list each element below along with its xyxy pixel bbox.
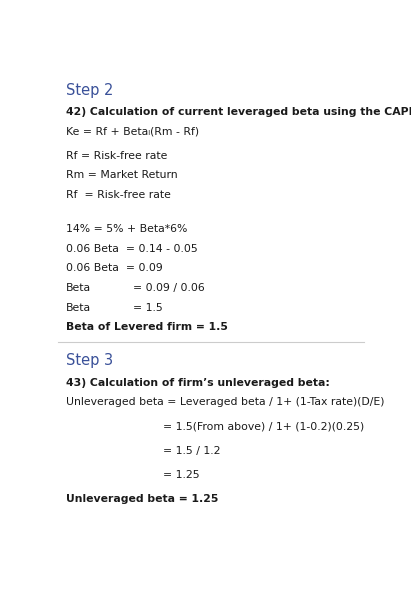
Text: = 0.09 / 0.06: = 0.09 / 0.06 [133, 283, 204, 293]
Text: Beta: Beta [66, 302, 91, 313]
Text: = 1.25: = 1.25 [163, 470, 199, 480]
Text: Rf = Risk-free rate: Rf = Risk-free rate [66, 151, 167, 161]
Text: 0.06 Beta  = 0.09: 0.06 Beta = 0.09 [66, 263, 162, 273]
Text: = 1.5: = 1.5 [133, 302, 162, 313]
Text: Step 3: Step 3 [66, 353, 113, 368]
Text: Rm = Market Return: Rm = Market Return [66, 170, 177, 180]
Text: = 1.5 / 1.2: = 1.5 / 1.2 [163, 445, 220, 455]
Text: 0.06 Beta  = 0.14 - 0.05: 0.06 Beta = 0.14 - 0.05 [66, 244, 197, 254]
Text: Unleveraged beta = 1.25: Unleveraged beta = 1.25 [66, 494, 218, 504]
Text: 43) Calculation of firm’s unleveraged beta:: 43) Calculation of firm’s unleveraged be… [66, 378, 330, 388]
Text: Rf  = Risk-free rate: Rf = Risk-free rate [66, 190, 171, 200]
Text: Ke = Rf + Betaₗ(Rm - Rf): Ke = Rf + Betaₗ(Rm - Rf) [66, 126, 199, 136]
Text: 14% = 5% + Beta*6%: 14% = 5% + Beta*6% [66, 224, 187, 234]
Text: Beta: Beta [66, 283, 91, 293]
Text: = 1.5(From above) / 1+ (1-0.2)(0.25): = 1.5(From above) / 1+ (1-0.2)(0.25) [163, 422, 364, 431]
Text: Beta of Levered firm = 1.5: Beta of Levered firm = 1.5 [66, 323, 228, 332]
Text: Unleveraged beta = Leveraged beta / 1+ (1-Tax rate)(D/E): Unleveraged beta = Leveraged beta / 1+ (… [66, 397, 384, 407]
Text: 42) Calculation of current leveraged beta using the CAPM:: 42) Calculation of current leveraged bet… [66, 107, 411, 117]
Text: Step 2: Step 2 [66, 82, 113, 98]
